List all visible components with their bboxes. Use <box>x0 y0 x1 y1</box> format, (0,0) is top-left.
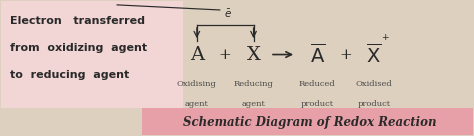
Text: product: product <box>357 100 391 108</box>
Text: $\overline{\rm A}$: $\overline{\rm A}$ <box>310 43 325 66</box>
Text: Oxidising: Oxidising <box>177 80 217 88</box>
Text: +: + <box>219 48 232 61</box>
Text: Oxidised: Oxidised <box>356 80 392 88</box>
Text: product: product <box>301 100 334 108</box>
Text: +: + <box>381 33 388 41</box>
Text: agent: agent <box>242 100 265 108</box>
Text: $\overline{\rm X}$: $\overline{\rm X}$ <box>366 43 382 66</box>
Text: agent: agent <box>185 100 209 108</box>
Text: X: X <box>246 46 261 64</box>
Text: to  reducing  agent: to reducing agent <box>10 70 129 80</box>
Text: from  oxidizing  agent: from oxidizing agent <box>10 43 147 53</box>
Text: A: A <box>190 46 204 64</box>
Text: +: + <box>339 48 352 61</box>
Text: Reduced: Reduced <box>299 80 336 88</box>
Text: Schematic Diagram of Redox Reaction: Schematic Diagram of Redox Reaction <box>183 116 437 129</box>
Text: $\bar{e}$: $\bar{e}$ <box>224 8 231 20</box>
FancyBboxPatch shape <box>0 1 182 108</box>
Text: Reducing: Reducing <box>234 80 273 88</box>
Text: Electron   transferred: Electron transferred <box>10 16 145 26</box>
FancyBboxPatch shape <box>143 108 474 135</box>
